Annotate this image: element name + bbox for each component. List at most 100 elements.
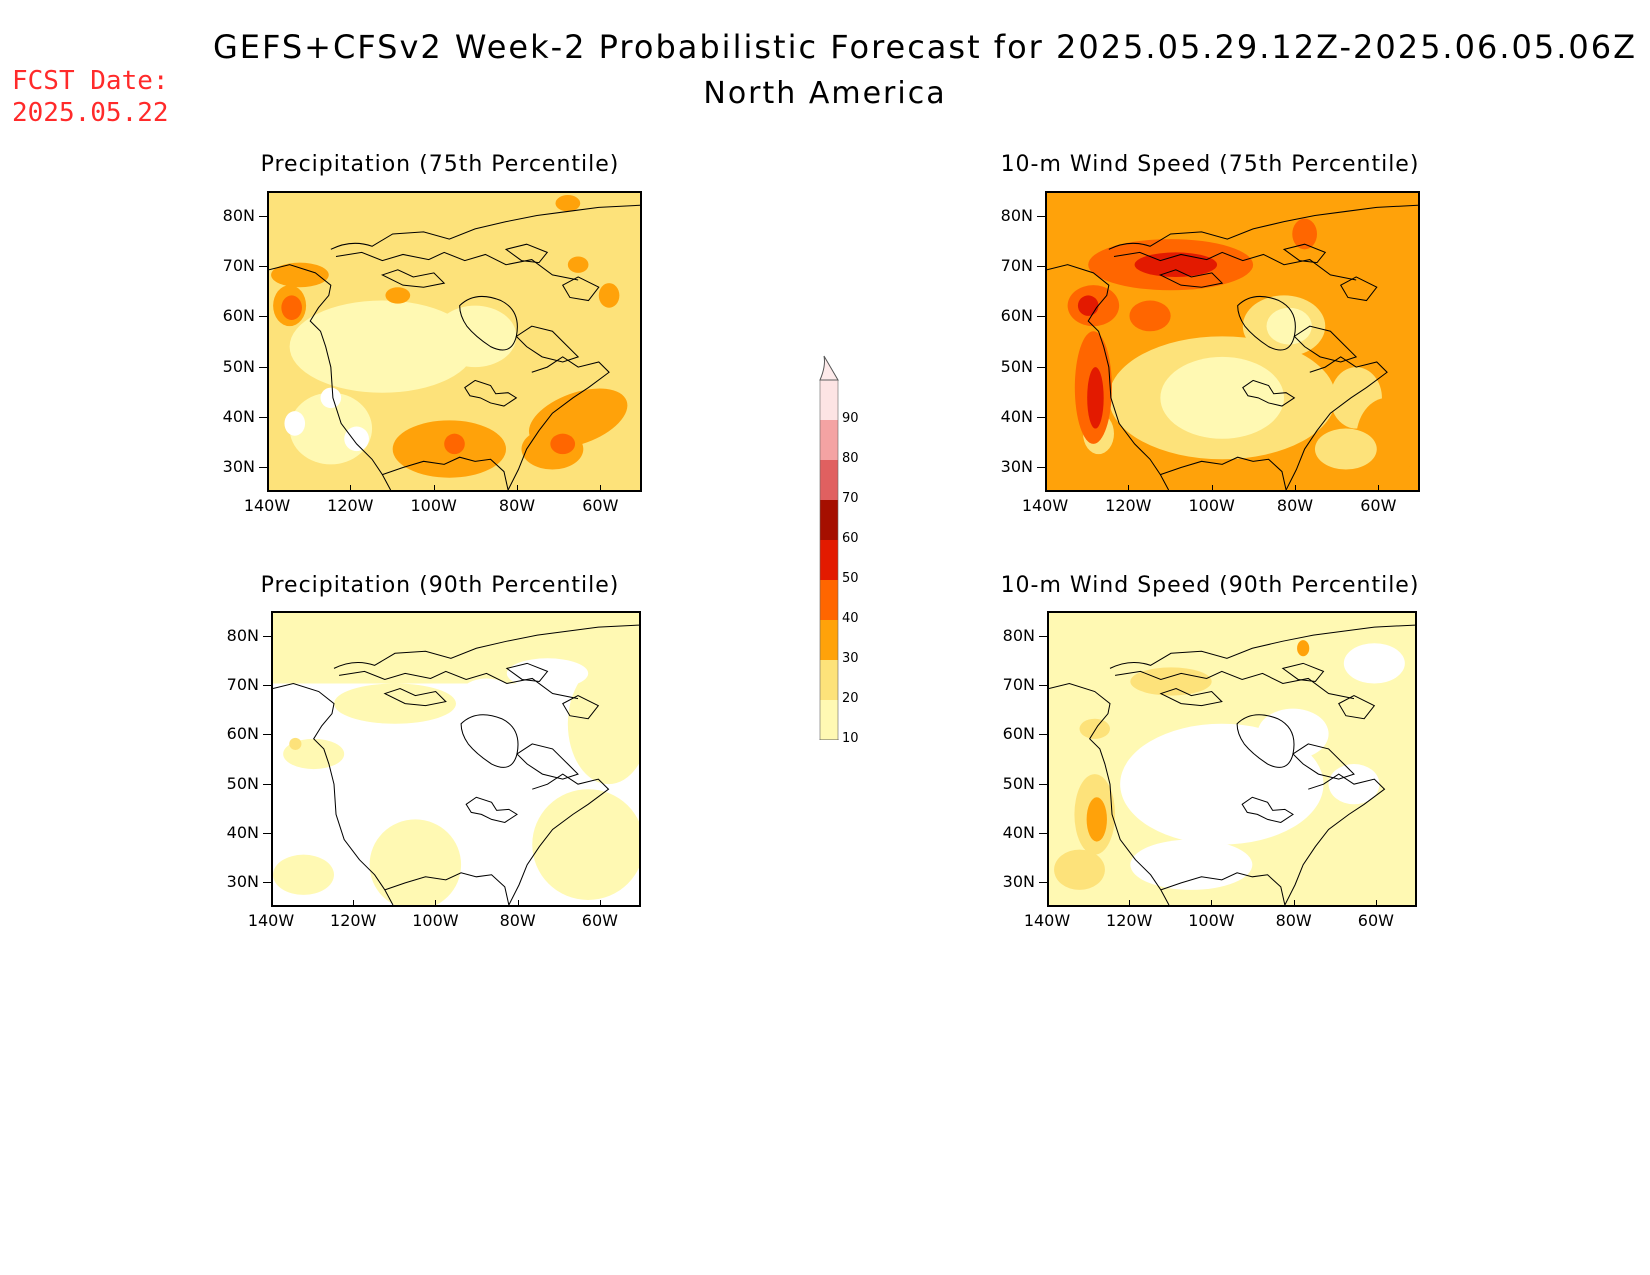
shaded-area xyxy=(1130,839,1253,890)
lon-label: 100W xyxy=(412,911,459,930)
shaded-area xyxy=(506,658,589,689)
coastline xyxy=(515,325,580,363)
lon-tick xyxy=(517,485,518,492)
lon-label: 80W xyxy=(1276,496,1314,515)
lon-label: 100W xyxy=(1188,496,1235,515)
coastline xyxy=(459,295,518,351)
shaded-area xyxy=(1129,300,1171,332)
map-wind-90 xyxy=(1047,611,1417,907)
map-canvas xyxy=(269,193,640,490)
map-precip-75 xyxy=(267,191,642,492)
lat-label: 70N xyxy=(1002,675,1035,694)
lon-label: 80W xyxy=(499,911,536,930)
lon-label: 120W xyxy=(1106,911,1153,930)
lat-label: 30N xyxy=(226,872,259,892)
lat-label: 40N xyxy=(222,406,255,426)
colorbar-segment xyxy=(820,540,838,580)
lat-label: 30N xyxy=(222,456,255,476)
lon-tick xyxy=(1211,485,1213,492)
shaded-area xyxy=(1160,356,1285,439)
shaded-area xyxy=(281,295,302,320)
lon-label: 100W xyxy=(410,496,457,515)
coastline xyxy=(1292,743,1355,780)
lon-label: 120W xyxy=(330,911,377,930)
coastline xyxy=(384,872,510,905)
shaded-area xyxy=(1314,428,1377,470)
shaded-area xyxy=(1086,797,1107,842)
lon-tick xyxy=(435,900,437,907)
lat-label: 50N xyxy=(1002,773,1035,793)
lat-label: 60N xyxy=(1000,306,1033,326)
coastline xyxy=(460,714,519,768)
shaded-area xyxy=(1079,718,1110,739)
coastline xyxy=(1160,456,1287,490)
colorbar-segment xyxy=(820,460,838,500)
lat-tick xyxy=(263,635,271,637)
lon-tick xyxy=(1378,485,1380,492)
coastline xyxy=(333,624,639,669)
fcst-date-value: 2025.05.22 xyxy=(12,98,169,128)
lat-label: 40N xyxy=(1002,823,1035,842)
lat-tick xyxy=(263,882,271,884)
coastline xyxy=(269,264,392,490)
lon-label: 60W xyxy=(581,911,618,930)
lat-tick xyxy=(1039,685,1047,686)
panel-title-wind-75: 10-m Wind Speed (75th Percentile) xyxy=(1000,152,1420,177)
shaded-area xyxy=(433,305,517,368)
coastline xyxy=(1282,243,1327,264)
coastline xyxy=(1159,687,1223,707)
lon-label: 100W xyxy=(1188,911,1235,930)
coastline xyxy=(1237,295,1296,351)
lon-tick xyxy=(433,485,435,492)
shaded-area xyxy=(598,283,620,308)
lon-tick xyxy=(517,900,519,907)
region-subtitle: North America xyxy=(703,76,947,111)
lat-tick xyxy=(1039,882,1047,884)
lat-label: 60N xyxy=(226,724,259,744)
lat-tick xyxy=(259,266,267,268)
lat-tick xyxy=(263,783,271,785)
coastline xyxy=(1281,662,1325,683)
lat-label: 40N xyxy=(1000,406,1033,426)
lat-tick xyxy=(1037,366,1045,368)
colorbar-segment xyxy=(820,420,838,460)
shaded-area xyxy=(461,678,512,709)
colorbar-segment xyxy=(820,580,838,620)
coastline xyxy=(561,276,600,302)
lat-tick xyxy=(1037,266,1045,268)
lon-tick xyxy=(1128,485,1130,492)
shaded-area xyxy=(1130,667,1212,696)
lon-label: 60W xyxy=(1357,911,1394,930)
coastline xyxy=(330,204,640,250)
lon-tick xyxy=(1295,485,1296,492)
shaded-area xyxy=(1292,218,1318,250)
shaded-area xyxy=(369,819,462,905)
panel-title-precip-90: Precipitation (90th Percentile) xyxy=(260,573,620,598)
lat-label: 80N xyxy=(226,625,259,645)
lat-label: 70N xyxy=(1000,256,1033,276)
colorbar-top-cap xyxy=(819,355,839,381)
lon-tick xyxy=(1293,900,1295,907)
lat-label: 80N xyxy=(1000,206,1033,226)
colorbar-label: 50 xyxy=(842,571,859,586)
coastline xyxy=(1241,796,1294,823)
lat-label: 30N xyxy=(1000,456,1033,476)
lat-label: 50N xyxy=(222,356,255,376)
lon-label: 80W xyxy=(1275,911,1312,930)
shaded-area xyxy=(1087,367,1104,429)
lat-label: 50N xyxy=(226,773,259,793)
map-wind-75 xyxy=(1045,191,1420,492)
lat-label: 80N xyxy=(1002,625,1035,645)
lat-label: 30N xyxy=(1002,872,1035,892)
coastline xyxy=(1236,714,1295,768)
lon-label: 120W xyxy=(327,496,374,515)
shaded-area xyxy=(284,411,306,436)
map-canvas xyxy=(1049,613,1415,905)
coastline xyxy=(1109,624,1415,669)
coastline xyxy=(1284,773,1386,905)
lon-label: 120W xyxy=(1105,496,1152,515)
coastline xyxy=(1293,325,1358,363)
lat-tick xyxy=(259,466,267,468)
lat-label: 40N xyxy=(226,823,259,842)
coastline xyxy=(516,743,579,780)
